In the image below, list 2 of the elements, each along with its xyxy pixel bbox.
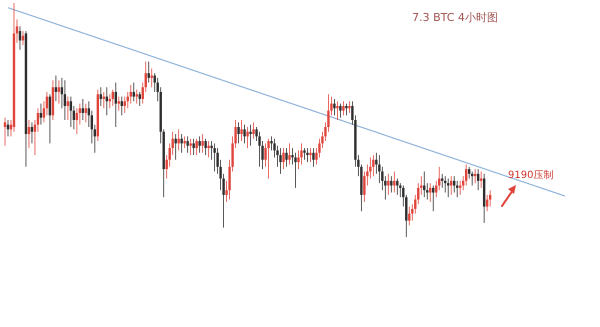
annotation: 9190压制 bbox=[508, 170, 554, 181]
title: 7.3 BTC 4小时图 bbox=[412, 11, 498, 24]
